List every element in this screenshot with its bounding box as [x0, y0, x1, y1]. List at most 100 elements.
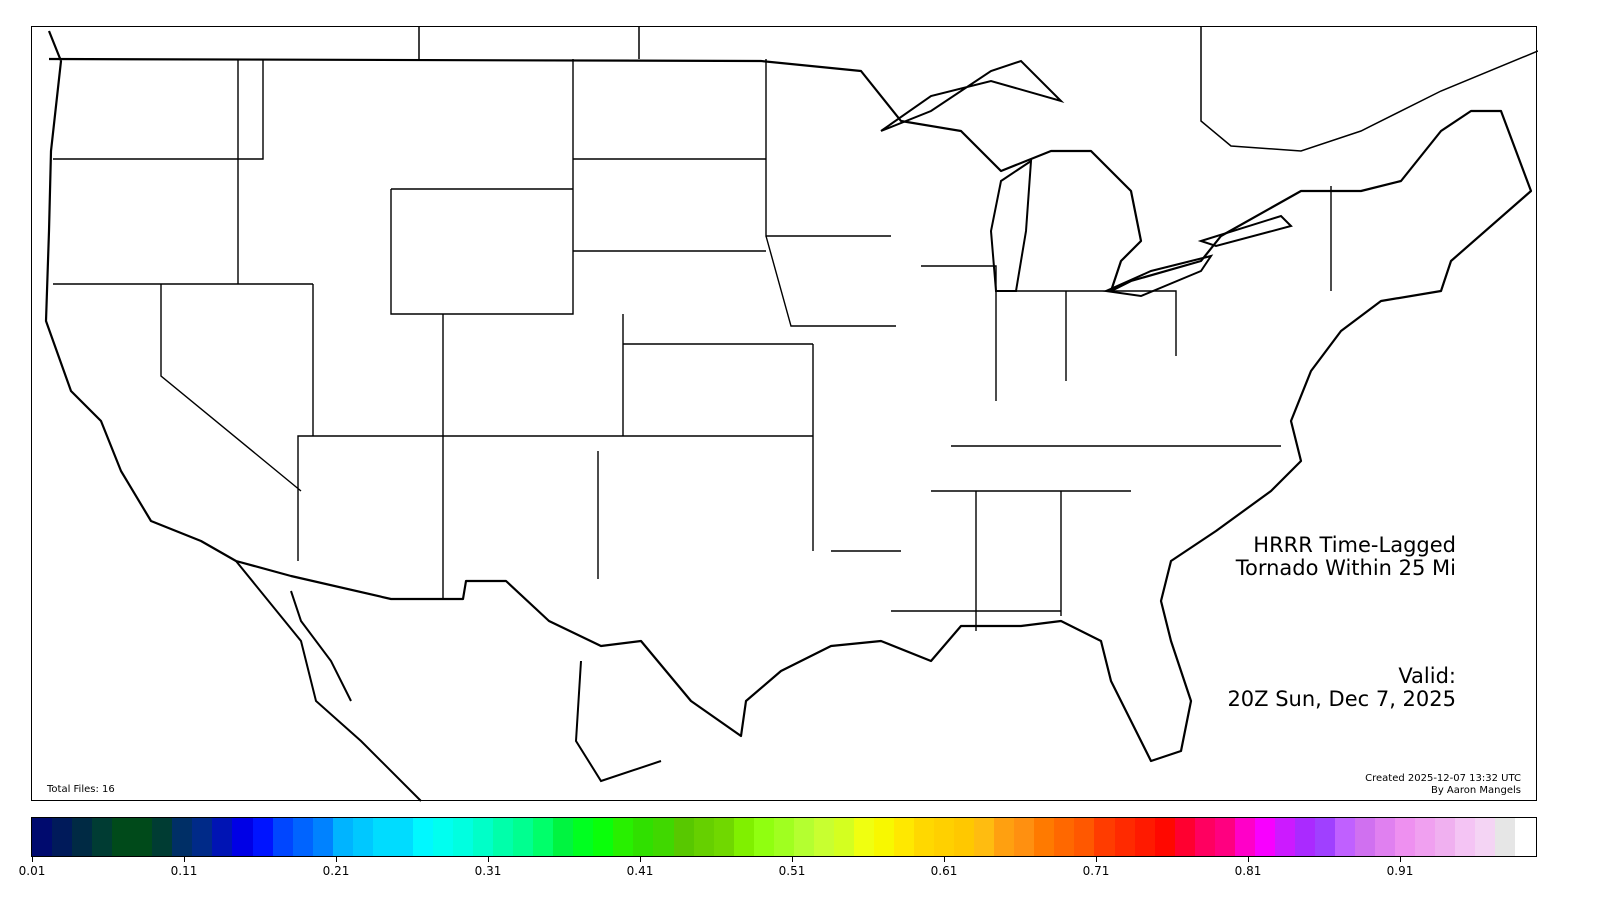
colorbar-bin: [172, 818, 193, 856]
canada-lines: [418, 27, 1538, 152]
colorbar-bin: [1094, 818, 1115, 856]
colorbar: [31, 817, 1537, 857]
colorbar-bin: [112, 818, 133, 856]
colorbar-tick: [1400, 857, 1401, 862]
title-line-1: HRRR Time-Lagged: [1253, 533, 1456, 557]
colorbar-bin: [232, 818, 253, 856]
colorbar-bin: [693, 818, 714, 856]
colorbar-tick: [944, 857, 945, 862]
colorbar-bin: [873, 818, 895, 856]
colorbar-bin: [954, 818, 975, 856]
colorbar-bin: [192, 818, 213, 856]
colorbar-bin: [52, 818, 73, 856]
colorbar-bin: [1194, 818, 1215, 856]
colorbar-bin: [1074, 818, 1095, 856]
colorbar-bin: [1274, 818, 1295, 856]
colorbar-bin: [773, 818, 794, 856]
colorbar-bin: [292, 818, 313, 856]
colorbar-tick-label: 0.21: [322, 864, 350, 878]
colorbar-bin: [553, 818, 574, 856]
colorbar-bin: [573, 818, 594, 856]
colorbar-bin: [352, 818, 373, 856]
colorbar-bin: [1395, 818, 1416, 856]
colorbar-bin: [1375, 818, 1396, 856]
colorbar-bin: [1475, 818, 1496, 856]
colorbar-bin: [132, 818, 153, 856]
colorbar-tick-label: 0.41: [626, 864, 654, 878]
colorbar-bin: [513, 818, 534, 856]
colorbar-bin: [1495, 818, 1516, 856]
colorbar-bin: [713, 818, 734, 856]
colorbar-tick-label: 0.31: [474, 864, 502, 878]
colorbar-bin: [1315, 818, 1336, 856]
colorbar-bin: [633, 818, 654, 856]
colorbar-bin: [1234, 818, 1255, 856]
valid-time: 20Z Sun, Dec 7, 2025: [1227, 687, 1456, 711]
valid-label: Valid:: [1398, 664, 1456, 688]
colorbar-bin: [853, 818, 874, 856]
colorbar-bin: [412, 818, 433, 856]
lake-superior: [880, 59, 1065, 132]
colorbar-tick: [336, 857, 337, 862]
colorbar-tick-label: 0.01: [18, 864, 46, 878]
lake-erie-ontario: [1102, 214, 1293, 298]
colorbar-bin: [833, 818, 854, 856]
colorbar-bin: [152, 818, 173, 856]
us-basemap: [44, 27, 1538, 802]
valid-time-block: Valid: 20Z Sun, Dec 7, 2025: [1227, 665, 1456, 711]
colorbar-bin: [1174, 818, 1195, 856]
map-title: HRRR Time-Lagged Tornado Within 25 Mi: [1236, 534, 1456, 580]
map-panel: HRRR Time-Lagged Tornado Within 25 Mi Va…: [31, 26, 1538, 802]
created-timestamp: Created 2025-12-07 13:32 UTC: [1365, 773, 1521, 784]
colorbar-bin: [914, 818, 935, 856]
colorbar-bin: [372, 818, 393, 856]
colorbar-tick: [640, 857, 641, 862]
total-files: Total Files: 16: [47, 784, 115, 795]
colorbar-tick-label: 0.11: [170, 864, 198, 878]
colorbar-bin: [312, 818, 333, 856]
colorbar-tick-label: 0.71: [1082, 864, 1110, 878]
mexico-border: [235, 560, 662, 802]
colorbar-tick-label: 0.61: [930, 864, 958, 878]
colorbar-bin: [593, 818, 614, 856]
colorbar-bin: [1335, 818, 1356, 856]
colorbar-bin: [392, 818, 413, 856]
colorbar-bin: [1254, 818, 1275, 856]
colorbar-tick: [184, 857, 185, 862]
colorbar-bin: [92, 818, 113, 856]
colorbar-bin: [673, 818, 694, 856]
colorbar-bin: [733, 818, 754, 856]
colorbar-bin: [272, 818, 293, 856]
author: By Aaron Mangels: [1430, 785, 1521, 796]
colorbar-bin: [994, 818, 1015, 856]
credits: Created 2025-12-07 13:32 UTC By Aaron Ma…: [1365, 773, 1521, 797]
colorbar-bin: [1355, 818, 1376, 856]
colorbar-bin: [473, 818, 494, 856]
colorbar-tick: [792, 857, 793, 862]
colorbar-bin: [533, 818, 554, 856]
colorbar-tick-label: 0.81: [1234, 864, 1262, 878]
colorbar-bin: [1415, 818, 1436, 856]
colorbar-bin: [613, 818, 634, 856]
colorbar-bin: [753, 818, 774, 856]
colorbar-bin: [974, 818, 995, 856]
colorbar-bin: [1435, 818, 1456, 856]
state-boundaries: [53, 59, 1332, 631]
colorbar-bin: [1154, 818, 1175, 856]
colorbar-bin: [934, 818, 955, 856]
colorbar-bin: [332, 818, 353, 856]
colorbar-bin: [212, 818, 233, 856]
colorbar-bin: [1455, 818, 1476, 856]
colorbar-bin: [493, 818, 514, 856]
colorbar-tick: [1096, 857, 1097, 862]
conus-outline: [44, 30, 1533, 763]
colorbar-bin: [894, 818, 915, 856]
colorbar-tick: [32, 857, 33, 862]
colorbar-bin: [72, 818, 93, 856]
colorbar-bin: [1114, 818, 1135, 856]
colorbar-bin: [653, 818, 674, 856]
colorbar-tick: [1248, 857, 1249, 862]
colorbar-bin: [452, 818, 474, 856]
colorbar-bin: [1214, 818, 1235, 856]
colorbar-bin: [252, 818, 273, 856]
